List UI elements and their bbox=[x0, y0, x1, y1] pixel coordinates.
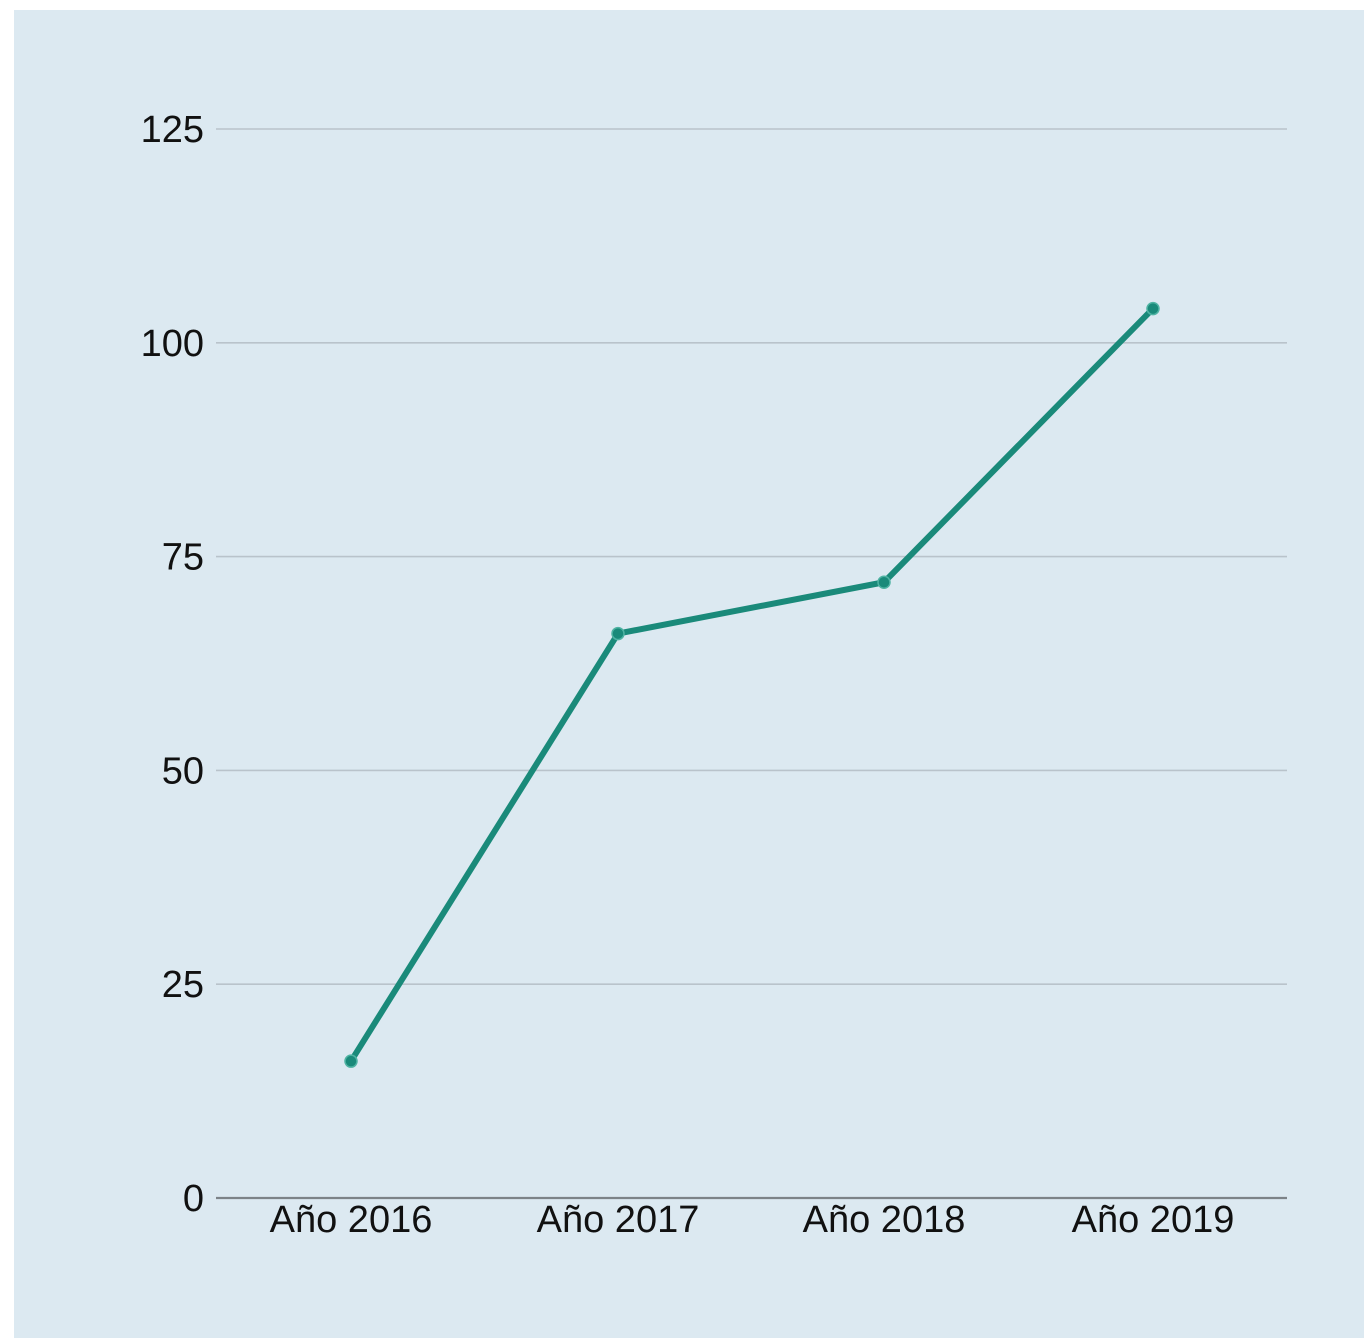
y-tick-label: 0 bbox=[183, 1178, 204, 1220]
y-tick-label: 50 bbox=[162, 750, 204, 792]
series-line bbox=[348, 305, 1156, 1065]
y-tick-label: 25 bbox=[162, 964, 204, 1006]
series-layer bbox=[344, 301, 1160, 1068]
y-tick-label: 75 bbox=[162, 537, 204, 579]
y-tick-label: 125 bbox=[141, 109, 204, 151]
x-tick-label: Año 2017 bbox=[537, 1199, 700, 1241]
x-tick-label: Año 2018 bbox=[803, 1199, 966, 1241]
x-tick-label: Año 2016 bbox=[270, 1199, 433, 1241]
data-point bbox=[344, 1054, 358, 1068]
gridlines bbox=[216, 128, 1287, 986]
data-point bbox=[877, 575, 891, 590]
chart-panel bbox=[14, 10, 1364, 1338]
data-point bbox=[1146, 301, 1160, 316]
x-axis-ticks: Año 2016 Año 2017 Año 2018 Año 2019 bbox=[270, 1199, 1235, 1241]
x-tick-label: Año 2019 bbox=[1072, 1199, 1235, 1241]
y-axis-ticks: 0 25 50 75 100 125 bbox=[141, 109, 204, 1220]
y-tick-label: 100 bbox=[141, 323, 204, 365]
data-point bbox=[611, 626, 625, 641]
